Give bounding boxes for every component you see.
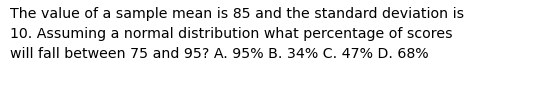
Text: The value of a sample mean is 85 and the standard deviation is
10. Assuming a no: The value of a sample mean is 85 and the… xyxy=(10,7,464,61)
